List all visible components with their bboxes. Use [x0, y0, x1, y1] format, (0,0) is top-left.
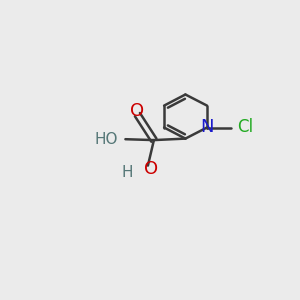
Text: N: N: [200, 118, 214, 136]
Text: O: O: [144, 160, 159, 178]
Text: O: O: [130, 102, 145, 120]
Text: Cl: Cl: [237, 118, 253, 136]
Text: HO: HO: [94, 132, 118, 147]
Text: H: H: [122, 165, 133, 180]
